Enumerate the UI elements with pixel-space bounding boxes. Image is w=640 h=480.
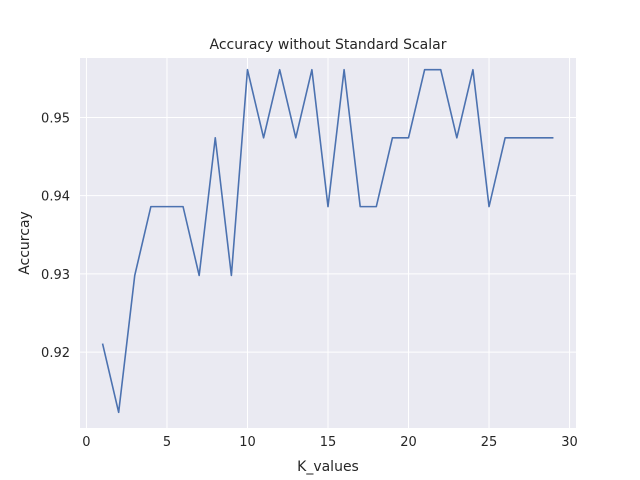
x-axis-label: K_values [297,459,359,475]
series-layer [101,68,554,414]
x-axis-ticks: 0 5 10 15 20 25 30 [82,435,578,450]
y-tick-label: 0.93 [41,268,70,283]
y-tick-label: 0.92 [41,346,70,361]
y-axis-ticks: 0.92 0.93 0.94 0.95 [41,111,70,361]
x-tick-label: 20 [400,435,417,450]
accuracy-series-line [101,68,554,414]
x-tick-label: 30 [561,435,578,450]
y-tick-label: 0.94 [41,190,70,205]
x-tick-label: 15 [320,435,337,450]
x-tick-label: 0 [82,435,90,450]
y-tick-label: 0.95 [41,111,70,126]
y-axis-label: Accurcay [17,211,33,275]
x-tick-label: 5 [163,435,171,450]
x-tick-label: 25 [481,435,498,450]
grid-lines [80,58,576,428]
chart-title: Accuracy without Standard Scalar [210,37,447,53]
x-tick-label: 10 [239,435,256,450]
